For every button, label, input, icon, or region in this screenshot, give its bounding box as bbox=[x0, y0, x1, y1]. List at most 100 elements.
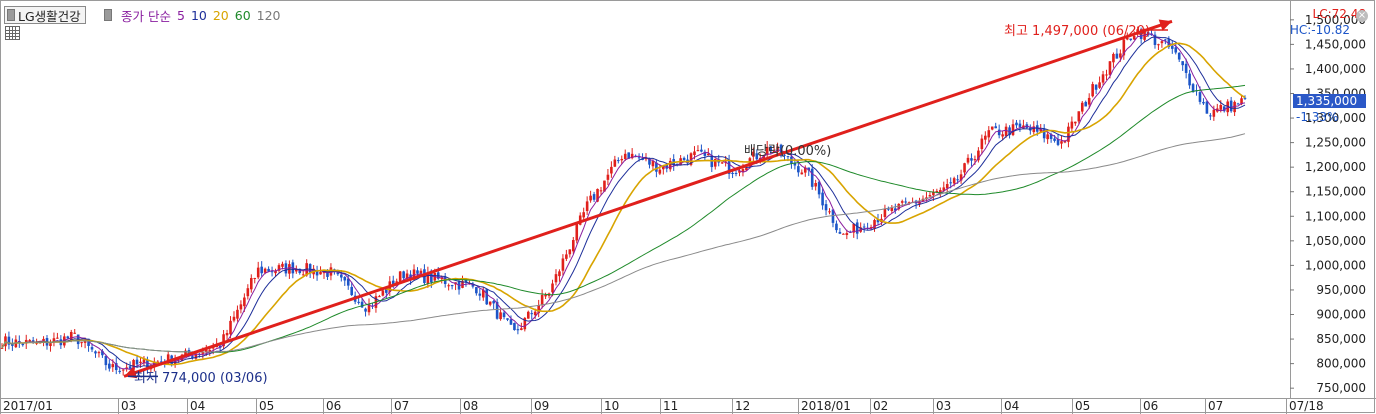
candle-body bbox=[578, 215, 582, 225]
candle-body bbox=[613, 159, 617, 167]
candle-body bbox=[533, 311, 537, 316]
candle-body bbox=[1170, 45, 1174, 49]
candle-body bbox=[1032, 126, 1036, 133]
candle-body bbox=[225, 333, 229, 336]
candle-body bbox=[939, 190, 942, 193]
change-percent: -1.33% bbox=[1296, 110, 1339, 124]
candle-body bbox=[1202, 101, 1205, 104]
candle-body bbox=[776, 146, 779, 153]
candle-body bbox=[249, 278, 253, 290]
ma-period-10: 10 bbox=[190, 7, 207, 23]
candle-body bbox=[326, 270, 329, 277]
candle-body bbox=[218, 345, 222, 348]
candle-body bbox=[1181, 61, 1184, 66]
candle-body bbox=[655, 162, 658, 172]
candle-body bbox=[447, 285, 450, 287]
candle-body bbox=[132, 360, 135, 370]
candle-body bbox=[994, 126, 998, 129]
candle-body bbox=[997, 129, 1001, 136]
candle-body bbox=[146, 359, 149, 370]
candle-body bbox=[1077, 111, 1081, 122]
candle-body bbox=[585, 201, 589, 211]
stock-selector[interactable]: LG생활건강 bbox=[4, 6, 86, 24]
candle-body bbox=[520, 328, 523, 330]
y-tick-label: 1,000,000 bbox=[1305, 258, 1366, 272]
x-tick-label: 2017/01 bbox=[3, 399, 53, 413]
candle-body bbox=[56, 337, 59, 339]
stock-square-icon bbox=[7, 9, 15, 21]
candle-body bbox=[1240, 98, 1243, 105]
y-tick-label: 950,000 bbox=[1316, 283, 1366, 297]
candle-body bbox=[990, 126, 994, 130]
candle-body bbox=[1067, 126, 1070, 142]
candle-body bbox=[66, 336, 70, 339]
candle-body bbox=[1243, 97, 1247, 99]
candle-body bbox=[1160, 41, 1164, 44]
candle-body bbox=[1042, 129, 1046, 139]
candle-body bbox=[523, 317, 527, 330]
candle-body bbox=[301, 274, 305, 276]
candle-body bbox=[883, 208, 887, 217]
candle-body bbox=[364, 308, 367, 312]
candle-body bbox=[772, 151, 776, 153]
candle-body bbox=[108, 363, 111, 369]
candle-body bbox=[1209, 115, 1212, 117]
ma20-line bbox=[1, 42, 1246, 366]
trend-line bbox=[123, 19, 1173, 378]
candle-body bbox=[1015, 122, 1018, 126]
ma-legend: 종가 단순 5 10 20 60 120 bbox=[104, 6, 281, 24]
candle-body bbox=[236, 309, 239, 319]
candle-body bbox=[693, 151, 696, 156]
legend-square-icon bbox=[104, 9, 112, 21]
candle-body bbox=[873, 220, 876, 229]
candle-body bbox=[741, 169, 745, 173]
candle-body bbox=[343, 276, 347, 281]
candle-body bbox=[658, 169, 662, 174]
close-icon[interactable]: × bbox=[1356, 10, 1368, 22]
candle-body bbox=[1119, 53, 1122, 58]
candle-body bbox=[814, 183, 817, 187]
candle-body bbox=[450, 285, 454, 287]
candle-body bbox=[52, 338, 56, 343]
y-tick-label: 1,100,000 bbox=[1305, 209, 1366, 223]
x-tick-label: 10 bbox=[604, 399, 619, 413]
candle-body bbox=[229, 320, 232, 335]
candle-body bbox=[1188, 73, 1191, 86]
candle-body bbox=[575, 223, 579, 241]
candle-body bbox=[752, 151, 755, 157]
candle-body bbox=[7, 336, 11, 345]
candle-body bbox=[492, 300, 495, 304]
candle-body bbox=[104, 356, 108, 366]
candle-body bbox=[845, 233, 849, 236]
candle-body bbox=[554, 274, 558, 283]
candle-body bbox=[28, 340, 31, 342]
x-tick-label: 05 bbox=[259, 399, 274, 413]
candle-body bbox=[952, 178, 956, 184]
y-tick-label: 1,300,000 bbox=[1305, 111, 1366, 125]
candle-body bbox=[281, 263, 284, 267]
candle-body bbox=[1018, 123, 1022, 127]
candle-body bbox=[1008, 127, 1011, 136]
candle-body bbox=[970, 158, 973, 161]
candle-body bbox=[696, 150, 700, 152]
candle-body bbox=[1084, 101, 1088, 107]
candle-body bbox=[42, 338, 45, 342]
candle-body bbox=[558, 271, 561, 277]
grid-toggle-icon[interactable] bbox=[5, 26, 20, 40]
y-tick-label: 1,050,000 bbox=[1305, 234, 1366, 248]
x-tick-label: 05 bbox=[1075, 399, 1090, 413]
candle-body bbox=[959, 174, 963, 181]
current-price-tag: 1,335,000 bbox=[1293, 94, 1366, 108]
candle-body bbox=[561, 258, 565, 271]
candle-body bbox=[928, 195, 932, 197]
trend-arrow-tail bbox=[124, 366, 138, 379]
candle-body bbox=[166, 354, 170, 364]
candle-body bbox=[568, 249, 572, 255]
candle-body bbox=[256, 267, 260, 278]
candle-body bbox=[1004, 126, 1008, 137]
dividend-annotation: 배당락(0.00%) bbox=[744, 144, 832, 159]
candle-body bbox=[797, 166, 800, 173]
candle-body bbox=[495, 301, 499, 319]
candle-body bbox=[571, 240, 575, 252]
candle-body bbox=[80, 342, 83, 344]
